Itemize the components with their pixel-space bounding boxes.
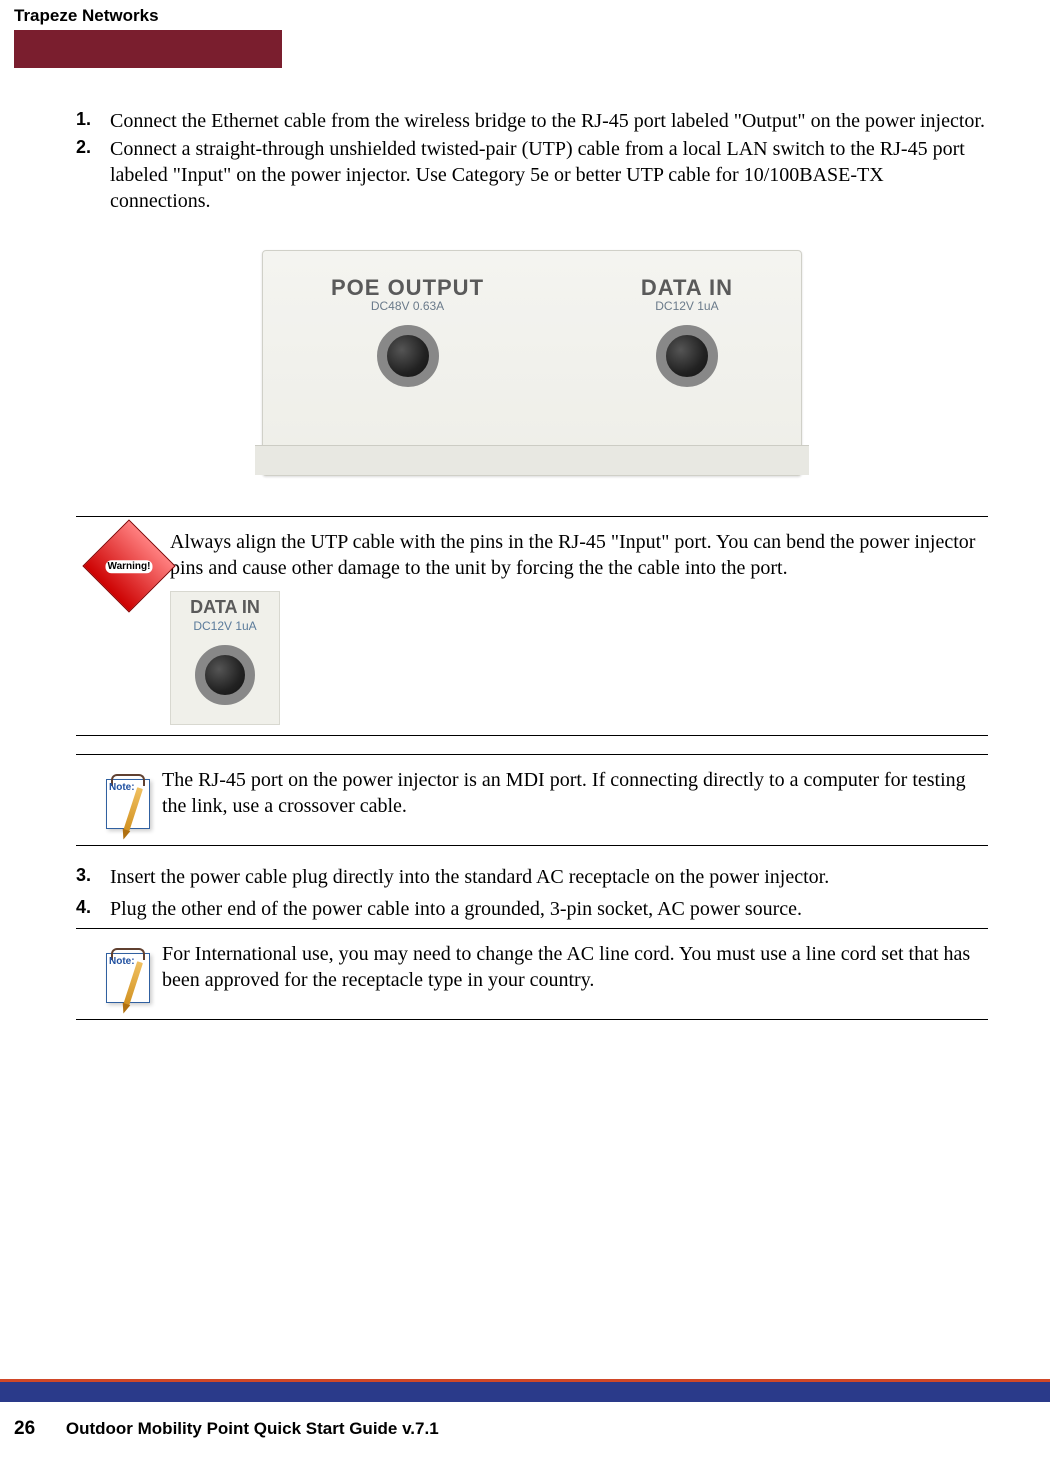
step-2: 2. Connect a straight-through unshielded… bbox=[76, 136, 988, 214]
step-text: Connect a straight-through unshielded tw… bbox=[110, 136, 988, 214]
data-in-thumbnail: DATA IN DC12V 1uA bbox=[170, 591, 280, 725]
note-icon: Note: bbox=[104, 769, 154, 835]
step-text: Plug the other end of the power cable in… bbox=[110, 896, 988, 922]
step-4: 4. Plug the other end of the power cable… bbox=[76, 896, 988, 922]
note-callout-2: Note: For International use, you may nee… bbox=[76, 928, 988, 1020]
device-base bbox=[255, 445, 809, 475]
note-icon: Note: bbox=[104, 943, 154, 1009]
thumb-sublabel: DC12V 1uA bbox=[171, 619, 279, 635]
note-callout-1: Note: The RJ-45 port on the power inject… bbox=[76, 754, 988, 846]
warning-callout: Warning! Always align the UTP cable with… bbox=[76, 516, 988, 736]
port-sublabel: DC48V 0.63A bbox=[331, 299, 484, 313]
step-number: 4. bbox=[76, 896, 110, 922]
steps-continued: 3. Insert the power cable plug directly … bbox=[76, 864, 988, 922]
port-sublabel: DC12V 1uA bbox=[641, 299, 733, 313]
note-badge-text: Note: bbox=[109, 782, 135, 793]
page-number: 26 bbox=[14, 1418, 35, 1439]
port-label: DATA IN bbox=[641, 275, 733, 301]
step-number: 3. bbox=[76, 864, 110, 890]
step-3: 3. Insert the power cable plug directly … bbox=[76, 864, 988, 890]
step-number: 2. bbox=[76, 136, 110, 214]
step-text: Connect the Ethernet cable from the wire… bbox=[110, 108, 988, 134]
step-1: 1. Connect the Ethernet cable from the w… bbox=[76, 108, 988, 134]
note-text: For International use, you may need to c… bbox=[162, 939, 988, 1009]
header-color-bar bbox=[14, 30, 282, 68]
port-connector-icon bbox=[377, 325, 439, 387]
device-figure: POE OUTPUT DC48V 0.63A DATA IN DC12V 1uA bbox=[76, 250, 988, 476]
step-text: Insert the power cable plug directly int… bbox=[110, 864, 988, 890]
port-connector-icon bbox=[656, 325, 718, 387]
footer: 26 Outdoor Mobility Point Quick Start Gu… bbox=[14, 1418, 439, 1440]
page-content: 1. Connect the Ethernet cable from the w… bbox=[76, 108, 988, 1020]
step-number: 1. bbox=[76, 108, 110, 134]
footer-bar bbox=[0, 1382, 1050, 1402]
port-connector-icon bbox=[195, 645, 255, 705]
power-injector-image: POE OUTPUT DC48V 0.63A DATA IN DC12V 1uA bbox=[262, 250, 802, 476]
thumb-label: DATA IN bbox=[171, 596, 279, 619]
note-text: The RJ-45 port on the power injector is … bbox=[162, 765, 988, 835]
poe-output-port: POE OUTPUT DC48V 0.63A bbox=[331, 275, 484, 387]
warning-icon: Warning! bbox=[96, 533, 162, 599]
port-label: POE OUTPUT bbox=[331, 275, 484, 301]
warning-badge-text: Warning! bbox=[106, 560, 153, 573]
warning-text: Always align the UTP cable with the pins… bbox=[170, 531, 975, 579]
warning-body: Always align the UTP cable with the pins… bbox=[170, 527, 988, 725]
header-brand: Trapeze Networks bbox=[14, 6, 159, 26]
note-badge-text: Note: bbox=[109, 956, 135, 967]
footer-title: Outdoor Mobility Point Quick Start Guide… bbox=[66, 1419, 439, 1438]
data-in-port: DATA IN DC12V 1uA bbox=[641, 275, 733, 387]
